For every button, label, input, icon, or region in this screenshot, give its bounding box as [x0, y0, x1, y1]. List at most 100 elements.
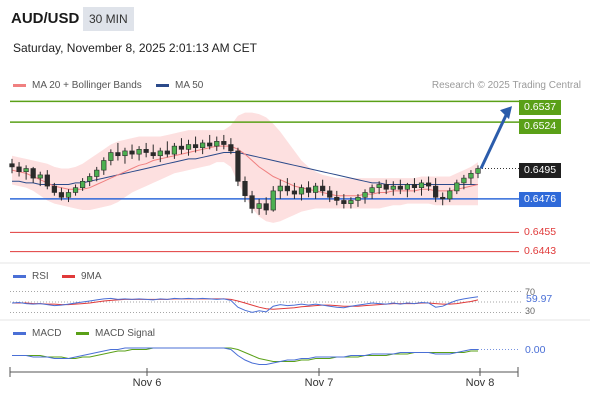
rsi-tick-30: 30 [525, 306, 536, 316]
candle-body [221, 141, 227, 145]
candle-body [249, 195, 255, 209]
level-pivot-label: 0.6476 [519, 192, 562, 207]
macd-swatch [13, 332, 26, 335]
ma50-swatch [156, 84, 169, 87]
candle-body [397, 185, 403, 190]
candle-body [327, 190, 333, 198]
rsi-last-value: 59.97 [526, 293, 553, 305]
candle-body [305, 187, 312, 193]
candle-body [334, 196, 340, 201]
candle-body [390, 185, 396, 190]
legend-rsi: RSI [13, 271, 49, 282]
legend-bollinger-label: MA 20 + Bollinger Bands [32, 80, 142, 91]
candle-body [341, 200, 347, 204]
candle-body [136, 149, 142, 155]
rsi-ma-line [12, 298, 479, 310]
level-last-label: 0.6495 [519, 163, 562, 178]
candle-body [475, 168, 481, 174]
candle-body [284, 185, 290, 192]
candle-body [454, 182, 460, 192]
macd-panel [12, 347, 520, 365]
candle-body [433, 185, 439, 198]
candle-body [129, 150, 135, 155]
candle-body [298, 187, 305, 195]
legend-rsi-ma: 9MA [62, 271, 102, 282]
candle-body [291, 190, 298, 195]
candle-body [256, 203, 262, 209]
candle-body [440, 196, 446, 200]
candle-body [143, 149, 149, 153]
candle-body [447, 190, 453, 200]
forecast-arrow-head [500, 106, 512, 120]
x-tick-marks [146, 368, 481, 376]
candle-body [101, 160, 107, 171]
macd-signal-line [12, 347, 478, 362]
candle-body [185, 144, 192, 150]
candle-body [150, 152, 156, 157]
legend-ma50-label: MA 50 [175, 80, 204, 91]
candle-body [108, 152, 114, 161]
candle-body [383, 184, 389, 190]
candle-body [171, 145, 177, 155]
x-tick-label-nov8: Nov 8 [465, 377, 495, 389]
candle-body [122, 150, 128, 157]
macd-line [12, 347, 478, 365]
candle-body [94, 169, 100, 177]
legend-macd: MACD [13, 328, 61, 339]
candle-body [362, 192, 368, 198]
candle-body [80, 180, 86, 188]
candle-body [418, 182, 425, 188]
level-s1-label: 0.6455 [524, 226, 557, 238]
credit-label: Research © 2025 Trading Central [431, 80, 581, 91]
candle-body [37, 174, 43, 179]
candle-body [207, 142, 213, 147]
legend-bollinger: MA 20 + Bollinger Bands [13, 80, 142, 91]
candle-body [320, 185, 326, 192]
candle-body [9, 163, 15, 168]
candle-body [51, 185, 57, 193]
legend-ma50: MA 50 [156, 80, 203, 91]
legend-rsi-ma-label: 9MA [81, 271, 102, 282]
candle-body [277, 185, 283, 192]
candle-body [242, 180, 248, 196]
symbol-title: AUD/USD [11, 10, 80, 27]
candle-body [313, 185, 319, 193]
candle-body [200, 142, 206, 149]
candle-body [376, 184, 382, 188]
rsi-line [11, 296, 479, 313]
candle-body [65, 192, 72, 198]
macd-last-value: 0.00 [525, 344, 546, 356]
timeframe-button[interactable]: 30 MIN [83, 7, 134, 31]
candle-body [369, 187, 375, 193]
candle-body [461, 177, 467, 184]
candle-body [411, 184, 418, 188]
candle-body [263, 203, 269, 211]
x-tick-label-nov7: Nov 7 [304, 377, 334, 389]
candle-body [348, 200, 354, 204]
rsi-tick-70: 70 [525, 287, 536, 297]
candle-body [270, 190, 276, 211]
candle-body [115, 152, 121, 157]
x-tick-label-nov6: Nov 6 [132, 377, 162, 389]
candle-body [178, 145, 185, 150]
rsi-ma-swatch [62, 275, 75, 278]
legend-macd-label: MACD [32, 328, 62, 339]
candle-body [87, 176, 93, 182]
level-r1-label: 0.6524 [519, 119, 562, 134]
candle-body [468, 173, 474, 179]
rsi-panel [10, 291, 522, 313]
candle-body [157, 150, 163, 157]
bollinger-band-fill [12, 112, 478, 223]
level-r2-label: 0.6537 [519, 100, 562, 115]
candle-body [58, 192, 65, 198]
price-panel [9, 100, 519, 253]
legend-macd-signal-label: MACD Signal [95, 328, 156, 339]
candle-body [355, 196, 361, 201]
legend-rsi-label: RSI [32, 271, 49, 282]
candle-body [214, 141, 220, 147]
datetime-label: Saturday, November 8, 2025 2:01:13 AM CE… [13, 41, 257, 55]
candle-body [404, 184, 410, 190]
candle-body [192, 144, 199, 149]
candle-body [23, 168, 29, 173]
